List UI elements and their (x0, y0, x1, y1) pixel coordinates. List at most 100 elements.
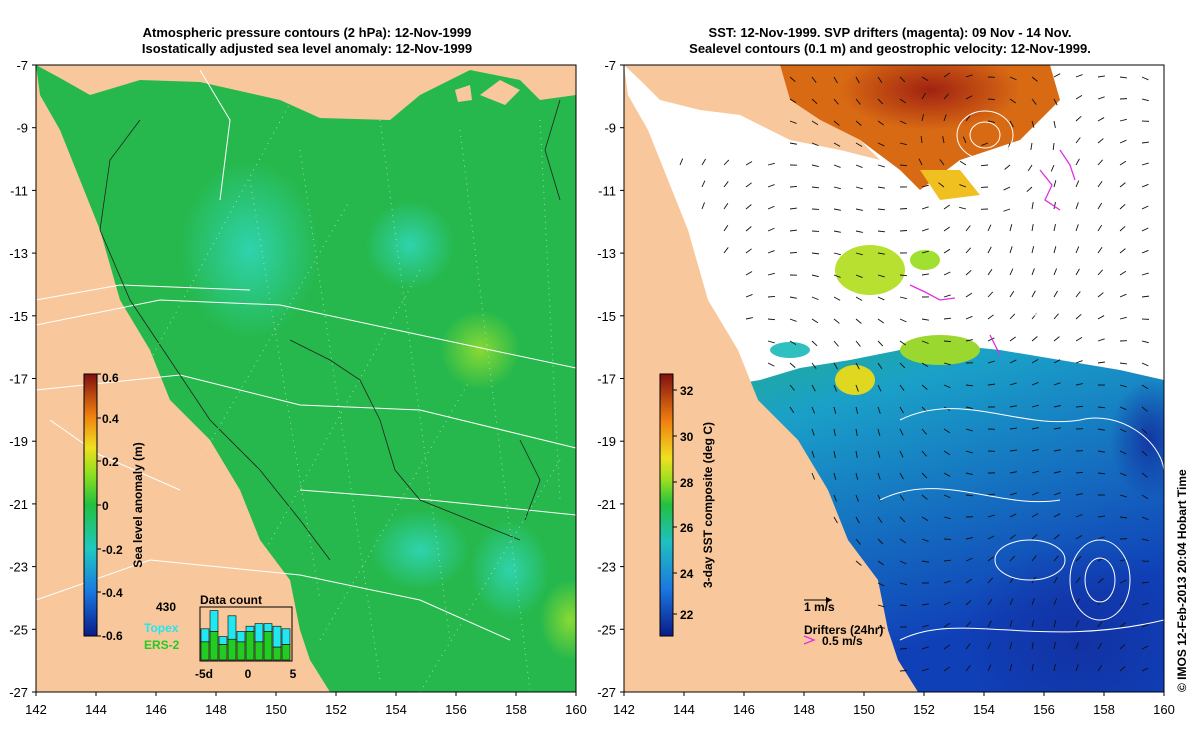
inset-bar-ers2 (246, 631, 254, 660)
inset-max-count: 430 (156, 600, 176, 614)
sst-colorbar-bar (660, 374, 673, 636)
y-tick-label: -27 (597, 685, 616, 700)
drifter-speed-label: 0.5 m/s (822, 634, 863, 648)
anomaly-low-blob (180, 160, 320, 340)
inset-title: Data count (200, 593, 262, 607)
y-tick-label: -13 (9, 246, 28, 261)
x-tick-label: 156 (445, 702, 467, 717)
velocity-arrow (988, 99, 995, 100)
y-tick-label: -15 (597, 309, 616, 324)
velocity-arrow (900, 670, 907, 671)
inset-bar-topex (210, 611, 218, 632)
inset-bar-topex (255, 624, 263, 642)
sla-tick-label: -0.6 (102, 629, 123, 643)
x-tick-label: 160 (565, 702, 587, 717)
right-title-line1: SST: 12-Nov-1999. SVP drifters (magenta)… (709, 25, 1072, 40)
x-tick-label: 152 (913, 702, 935, 717)
x-tick-label: 146 (145, 702, 167, 717)
velocity-arrow (900, 208, 907, 209)
x-tick-label: 144 (85, 702, 107, 717)
x-tick-label: 158 (1093, 702, 1115, 717)
y-tick-label: -7 (16, 58, 28, 73)
inset-xtick: 0 (245, 667, 252, 681)
y-tick-label: -9 (604, 121, 616, 136)
sla-tick-label: 0.4 (102, 412, 119, 426)
y-tick-label: -9 (16, 121, 28, 136)
anomaly-high-blob (440, 310, 520, 390)
inset-bar-ers2 (282, 644, 290, 660)
x-tick-label: 148 (793, 702, 815, 717)
y-tick-label: -23 (597, 560, 616, 575)
x-tick-label: 158 (505, 702, 527, 717)
velocity-arrow (790, 252, 797, 253)
sst-tick-label: 24 (680, 567, 694, 581)
x-tick-label: 144 (673, 702, 695, 717)
inset-bar-ers2 (219, 644, 227, 660)
sst-tick-label: 22 (680, 608, 694, 622)
velocity-scale: 1 m/s (804, 597, 835, 614)
y-tick-label: -25 (9, 622, 28, 637)
y-tick-label: -17 (9, 372, 28, 387)
y-tick-label: -19 (9, 434, 28, 449)
legend-ers2: ERS-2 (144, 638, 180, 652)
inset-bar-ers2 (255, 642, 263, 660)
inset-xtick: 5 (290, 667, 297, 681)
x-tick-label: 154 (973, 702, 995, 717)
y-tick-label: -19 (597, 434, 616, 449)
velocity-arrow (768, 296, 775, 297)
y-tick-label: -11 (598, 183, 616, 198)
y-tick-label: -7 (604, 58, 616, 73)
inset-bar-ers2 (273, 647, 281, 660)
sla-colorbar-bar (84, 374, 97, 636)
y-tick-label: -27 (9, 685, 28, 700)
scale-arrow-label: 1 m/s (804, 600, 835, 614)
sla-tick-label: -0.2 (102, 543, 123, 557)
velocity-arrow (900, 230, 907, 231)
sst-colorbar-label: 3-day SST composite (deg C) (701, 422, 715, 588)
sla-colorbar-label: Sea level anomaly (m) (131, 442, 145, 567)
credit-text: © IMOS 12-Feb-2013 20:04 Hobart Time (1175, 469, 1189, 692)
right-map (624, 50, 1200, 740)
sst-tick-label: 32 (680, 384, 694, 398)
inset-bar-topex (228, 616, 236, 639)
inset-bar-topex (219, 637, 227, 645)
velocity-arrow (944, 539, 951, 540)
anomaly-high-blob (540, 580, 600, 660)
inset-bar-ers2 (237, 642, 245, 660)
velocity-arrow (944, 341, 951, 342)
inset-bar-topex (264, 624, 272, 632)
y-tick-label: -13 (597, 246, 616, 261)
x-tick-label: 152 (325, 702, 347, 717)
inset-bar-topex (246, 626, 254, 631)
x-tick-label: 154 (385, 702, 407, 717)
inset-bar-topex (282, 629, 290, 645)
x-tick-label: 142 (25, 702, 47, 717)
x-tick-label: 146 (733, 702, 755, 717)
inset-bar-topex (237, 631, 245, 641)
sst-hot-blob (840, 50, 1020, 130)
right-title-line2: Sealevel contours (0.1 m) and geostrophi… (689, 41, 1091, 56)
y-tick-label: -11 (10, 183, 28, 198)
sla-tick-label: 0.6 (102, 371, 119, 385)
velocity-arrow (900, 648, 907, 649)
y-tick-label: -17 (597, 372, 616, 387)
x-tick-label: 150 (265, 702, 287, 717)
inset-bar-topex (201, 629, 209, 642)
y-tick-label: -23 (9, 560, 28, 575)
left-title-line1: Atmospheric pressure contours (2 hPa): 1… (143, 25, 472, 40)
inset-bar-ers2 (210, 631, 218, 660)
sla-tick-label: 0 (102, 499, 109, 513)
x-tick-label: 156 (1033, 702, 1055, 717)
x-tick-label: 160 (1153, 702, 1175, 717)
y-tick-label: -21 (597, 497, 616, 512)
y-tick-label: -21 (9, 497, 28, 512)
x-tick-label: 148 (205, 702, 227, 717)
anomaly-low-blob (470, 520, 550, 620)
left-title-line2: Isostatically adjusted sea level anomaly… (142, 41, 472, 56)
inset-bar-ers2 (264, 631, 272, 660)
y-tick-label: -15 (9, 309, 28, 324)
sla-tick-label: 0.2 (102, 455, 119, 469)
anomaly-low-blob (365, 200, 455, 290)
sla-tick-label: -0.4 (102, 586, 123, 600)
